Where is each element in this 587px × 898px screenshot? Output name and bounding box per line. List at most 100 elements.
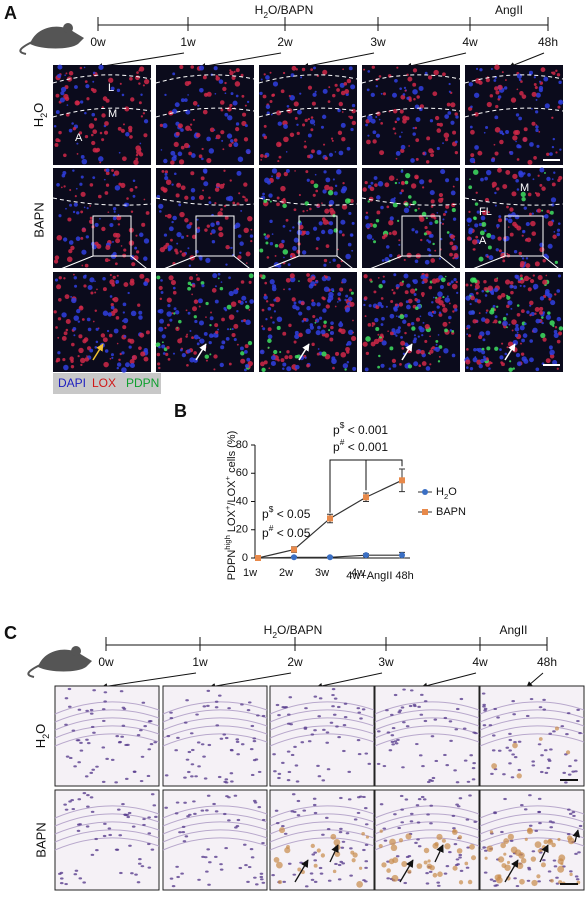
nucleus	[128, 844, 132, 847]
cell	[526, 310, 530, 314]
cell	[481, 350, 486, 355]
cell	[139, 148, 142, 151]
cell	[102, 337, 108, 343]
nucleus	[94, 837, 98, 841]
cell	[373, 176, 378, 180]
stain	[386, 868, 391, 873]
nucleus	[281, 761, 285, 765]
stain	[530, 856, 537, 862]
cell	[298, 224, 304, 230]
stain	[416, 863, 423, 869]
cell	[494, 315, 498, 319]
cell	[245, 148, 251, 155]
point	[291, 554, 297, 561]
cell	[159, 297, 163, 301]
cell	[437, 291, 443, 297]
cell	[306, 305, 311, 311]
cell	[395, 157, 398, 160]
nucleus	[316, 764, 320, 767]
nucleus	[495, 884, 499, 887]
cell	[141, 222, 146, 227]
cell	[365, 211, 369, 214]
nucleus	[417, 798, 422, 801]
cell	[472, 357, 478, 363]
cell	[346, 360, 350, 364]
cell	[551, 145, 555, 149]
nucleus	[431, 776, 436, 780]
nucleus	[484, 849, 488, 852]
nucleus	[257, 806, 262, 809]
cell	[221, 317, 225, 322]
arrow	[92, 343, 104, 361]
cell	[421, 334, 424, 337]
cell	[161, 341, 164, 344]
cell	[81, 264, 84, 267]
nucleus	[296, 799, 301, 803]
nucleus	[426, 813, 430, 816]
cell	[450, 120, 455, 125]
cell	[306, 178, 310, 182]
cell	[429, 363, 432, 366]
cell	[509, 232, 514, 237]
nucleus	[290, 753, 295, 757]
boundary	[361, 74, 461, 84]
nucleus	[92, 689, 96, 692]
timeline-label: 1w	[192, 655, 208, 669]
point	[327, 554, 333, 561]
cell	[508, 367, 513, 372]
cell	[529, 142, 534, 147]
cell	[538, 130, 541, 133]
cell	[95, 327, 99, 331]
cell	[352, 331, 354, 334]
nucleus	[185, 699, 189, 702]
cell	[501, 342, 504, 345]
nucleus	[227, 819, 231, 822]
cell	[178, 203, 182, 207]
cell	[444, 138, 449, 142]
cell	[391, 288, 394, 292]
cell	[529, 357, 534, 363]
cell	[316, 203, 321, 208]
nucleus	[187, 770, 191, 774]
text-part: 2	[444, 492, 448, 501]
cell	[497, 236, 502, 241]
cell	[547, 243, 553, 249]
cell	[411, 326, 416, 331]
cell	[350, 234, 354, 237]
cell	[396, 117, 400, 121]
cell	[509, 284, 514, 289]
cell	[323, 143, 326, 146]
cell	[404, 290, 409, 295]
cell	[382, 92, 386, 96]
cell	[327, 100, 331, 104]
cell	[363, 68, 366, 71]
cell	[103, 130, 109, 135]
nucleus	[95, 765, 99, 768]
nucleus	[527, 866, 531, 869]
cell	[205, 301, 209, 306]
cell	[511, 319, 517, 325]
cell	[341, 111, 344, 113]
cell	[323, 274, 326, 277]
cell	[164, 172, 168, 176]
cell	[215, 182, 221, 187]
nucleus	[455, 781, 460, 784]
cell	[280, 358, 285, 363]
cell	[190, 171, 195, 176]
nucleus	[153, 741, 158, 744]
nucleus	[183, 801, 187, 804]
boundary	[361, 197, 461, 206]
cell	[224, 92, 227, 95]
cell	[518, 78, 522, 82]
cell	[535, 192, 541, 197]
cell	[310, 68, 314, 71]
cell	[504, 279, 511, 285]
cell	[375, 305, 380, 309]
cell	[61, 312, 67, 318]
cell	[539, 306, 544, 311]
cell	[400, 340, 406, 346]
text-part: p	[262, 507, 269, 521]
cell	[321, 296, 325, 300]
cell	[112, 216, 117, 221]
cell	[126, 197, 129, 200]
